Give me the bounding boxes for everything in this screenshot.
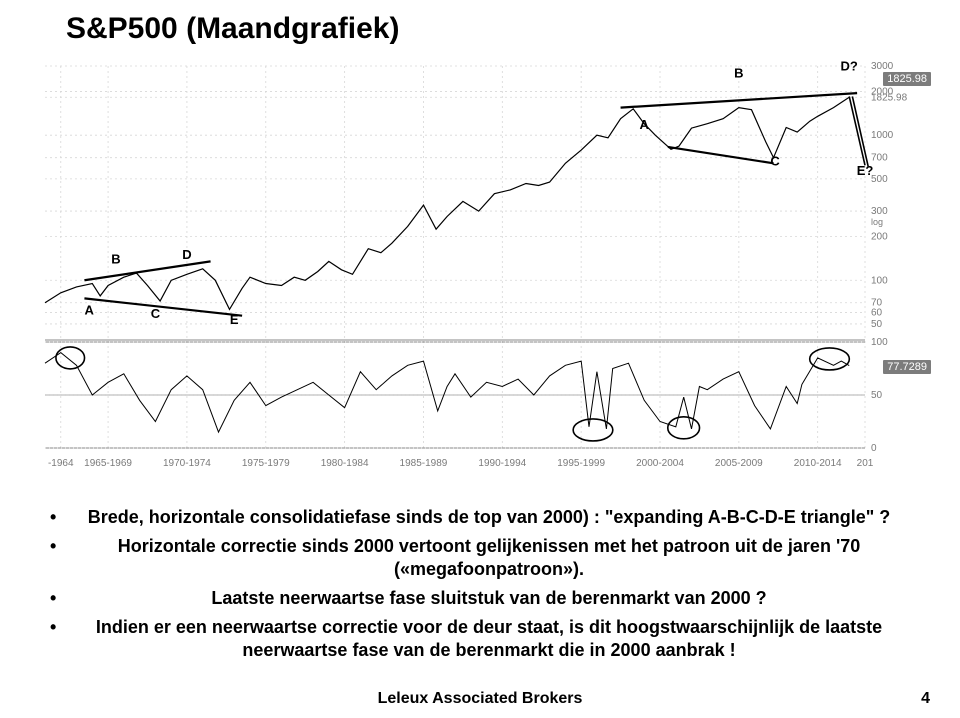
chart-container: 300020001825.981000700500300200100706050… — [35, 52, 925, 482]
svg-text:50: 50 — [871, 319, 883, 330]
svg-text:1980-1984: 1980-1984 — [321, 458, 369, 469]
svg-text:B: B — [111, 252, 120, 267]
svg-text:300: 300 — [871, 206, 888, 217]
svg-text:E?: E? — [857, 163, 874, 178]
svg-text:D: D — [182, 247, 191, 262]
price-badge: 1825.98 — [883, 72, 931, 86]
svg-text:E: E — [230, 312, 239, 327]
svg-text:50: 50 — [871, 390, 883, 401]
bullet-item: Laatste neerwaartse fase sluitstuk van d… — [50, 587, 910, 610]
rsi-badge: 77.7289 — [883, 360, 931, 374]
bullet-list: Brede, horizontale consolidatiefase sind… — [28, 506, 932, 668]
svg-text:1965-1969: 1965-1969 — [84, 458, 132, 469]
svg-text:1990-1994: 1990-1994 — [478, 458, 526, 469]
svg-text:2000-2004: 2000-2004 — [636, 458, 684, 469]
bullet-item: Indien er een neerwaartse correctie voor… — [50, 616, 910, 662]
svg-text:C: C — [770, 153, 780, 168]
page-title: S&P500 (Maandgrafiek) — [28, 12, 932, 46]
svg-text:B: B — [734, 65, 743, 80]
price-chart: 300020001825.981000700500300200100706050… — [35, 52, 925, 482]
svg-text:0: 0 — [871, 443, 877, 454]
svg-text:3000: 3000 — [871, 61, 894, 72]
svg-text:A: A — [84, 303, 94, 318]
svg-text:A: A — [640, 117, 650, 132]
svg-text:100: 100 — [871, 337, 888, 348]
svg-text:-1964: -1964 — [48, 458, 74, 469]
footer-brand: Leleux Associated Brokers — [0, 690, 960, 708]
svg-text:500: 500 — [871, 174, 888, 185]
svg-text:1995-1999: 1995-1999 — [557, 458, 605, 469]
svg-text:1975-1979: 1975-1979 — [242, 458, 290, 469]
svg-text:C: C — [151, 306, 161, 321]
bullet-item: Brede, horizontale consolidatiefase sind… — [50, 506, 910, 529]
svg-text:D?: D? — [841, 58, 858, 73]
svg-text:700: 700 — [871, 153, 888, 164]
svg-text:1985-1989: 1985-1989 — [400, 458, 448, 469]
svg-text:200: 200 — [871, 232, 888, 243]
svg-text:100: 100 — [871, 275, 888, 286]
bullet-item: Horizontale correctie sinds 2000 vertoon… — [50, 535, 910, 581]
svg-text:log: log — [871, 217, 883, 227]
svg-text:201: 201 — [857, 458, 874, 469]
svg-text:60: 60 — [871, 307, 883, 318]
svg-text:1825.98: 1825.98 — [871, 92, 908, 103]
svg-text:2010-2014: 2010-2014 — [794, 458, 842, 469]
page-number: 4 — [921, 690, 930, 708]
svg-text:1000: 1000 — [871, 130, 894, 141]
svg-text:2005-2009: 2005-2009 — [715, 458, 763, 469]
svg-text:1970-1974: 1970-1974 — [163, 458, 211, 469]
